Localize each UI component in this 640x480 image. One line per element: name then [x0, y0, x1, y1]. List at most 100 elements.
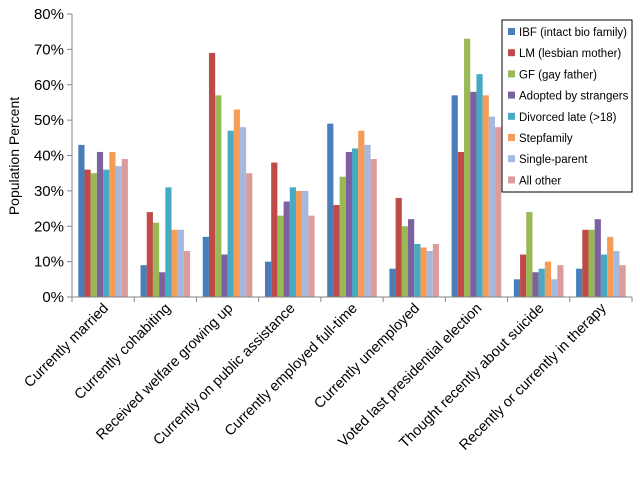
bar-2-2 — [215, 95, 222, 297]
bar-7-1 — [520, 254, 527, 297]
y-tick-label: 60% — [34, 77, 64, 94]
bar-4-6 — [364, 144, 371, 297]
bar-0-0 — [78, 144, 85, 297]
bar-4-3 — [345, 151, 352, 297]
bar-6-1 — [457, 151, 465, 297]
bar-1-5 — [171, 229, 178, 297]
bar-6-4 — [476, 74, 483, 297]
bar-7-2 — [526, 212, 533, 297]
y-tick-label: 80% — [34, 6, 64, 23]
legend-label: Stepfamily — [519, 133, 573, 145]
bar-0-5 — [109, 151, 116, 297]
bar-4-7 — [370, 159, 377, 297]
bar-5-4 — [414, 243, 421, 297]
bar-1-0 — [140, 265, 147, 297]
legend-label: IBF (intact bio family) — [519, 27, 627, 39]
bar-0-7 — [121, 159, 128, 297]
bar-2-1 — [208, 52, 216, 297]
legend-label: All other — [519, 175, 561, 187]
bar-8-6 — [613, 251, 620, 297]
bar-3-6 — [302, 190, 309, 298]
bar-7-7 — [557, 265, 564, 297]
y-tick-label: 50% — [34, 112, 64, 129]
bar-5-5 — [420, 247, 427, 297]
legend-swatch — [508, 28, 515, 35]
y-tick-label: 0% — [42, 289, 64, 306]
bar-7-5 — [544, 261, 552, 298]
bar-8-4 — [600, 254, 608, 297]
bar-1-1 — [146, 212, 153, 297]
bar-5-0 — [389, 268, 396, 297]
bar-7-4 — [538, 268, 545, 297]
legend-label: LM (lesbian mother) — [519, 48, 621, 60]
bar-3-4 — [289, 187, 296, 297]
bar-3-1 — [271, 162, 278, 297]
bar-4-0 — [327, 123, 334, 297]
bar-1-2 — [152, 222, 160, 297]
bar-2-4 — [227, 130, 234, 297]
y-tick-label: 40% — [34, 148, 64, 165]
bar-1-4 — [165, 187, 172, 297]
bar-8-3 — [594, 219, 601, 297]
bar-3-2 — [277, 215, 284, 297]
legend-swatch — [508, 176, 515, 184]
bar-4-5 — [358, 130, 365, 297]
bar-7-6 — [551, 279, 558, 297]
bar-8-1 — [582, 229, 589, 297]
bar-3-3 — [283, 201, 290, 297]
bar-2-0 — [202, 236, 209, 297]
bar-5-1 — [395, 197, 402, 297]
bar-3-0 — [264, 261, 272, 298]
bar-6-3 — [470, 91, 477, 297]
bars-group — [78, 38, 626, 298]
legend-label: GF (gay father) — [519, 69, 597, 81]
legend-swatch — [508, 70, 515, 78]
bar-3-5 — [295, 190, 303, 298]
bar-2-3 — [221, 254, 228, 297]
bar-8-0 — [576, 268, 583, 297]
bar-6-6 — [488, 116, 496, 297]
bar-8-7 — [619, 265, 626, 297]
y-tick-label: 20% — [34, 218, 64, 235]
bar-6-2 — [464, 38, 471, 297]
bar-4-2 — [339, 176, 346, 297]
bar-1-6 — [177, 229, 184, 297]
bar-4-4 — [352, 148, 359, 297]
y-tick-label: 70% — [34, 41, 64, 58]
bar-5-2 — [401, 226, 409, 297]
y-axis-title: Population Percent — [6, 97, 22, 215]
legend-swatch — [508, 91, 515, 99]
bar-8-5 — [607, 236, 614, 297]
bar-0-4 — [103, 169, 110, 297]
y-tick-label: 10% — [34, 254, 64, 271]
bar-1-7 — [183, 251, 191, 297]
legend: IBF (intact bio family) LM (lesbian mothe… — [501, 19, 633, 193]
bar-2-6 — [239, 127, 247, 297]
legend-label: Divorced late (>18) — [519, 112, 617, 124]
legend-swatch — [508, 112, 515, 120]
bar-0-1 — [84, 169, 91, 297]
legend-swatch — [508, 49, 515, 57]
bar-5-3 — [408, 219, 415, 297]
bar-4-1 — [333, 205, 340, 297]
bar-0-6 — [115, 166, 122, 297]
bar-7-3 — [532, 272, 539, 297]
legend-swatch — [508, 134, 515, 141]
bar-0-2 — [90, 173, 97, 297]
bar-7-0 — [513, 279, 521, 297]
bar-6-7 — [495, 127, 502, 297]
bar-5-6 — [426, 251, 433, 297]
legend-label: Single-parent — [519, 154, 588, 166]
legend-swatch — [508, 155, 515, 163]
bar-5-7 — [432, 243, 440, 297]
category-label: Currently employed full-time — [222, 301, 361, 440]
bar-8-2 — [588, 229, 595, 297]
category-label: Currently unemployed — [311, 301, 423, 413]
bar-6-5 — [482, 95, 489, 297]
legend-box — [501, 19, 633, 193]
bar-1-3 — [159, 272, 166, 297]
bar-2-5 — [233, 109, 240, 297]
bar-0-3 — [96, 151, 104, 297]
y-ticks-group: 0% 10% 20% 30% 40% 50% 60% 70% 80% — [34, 6, 72, 306]
